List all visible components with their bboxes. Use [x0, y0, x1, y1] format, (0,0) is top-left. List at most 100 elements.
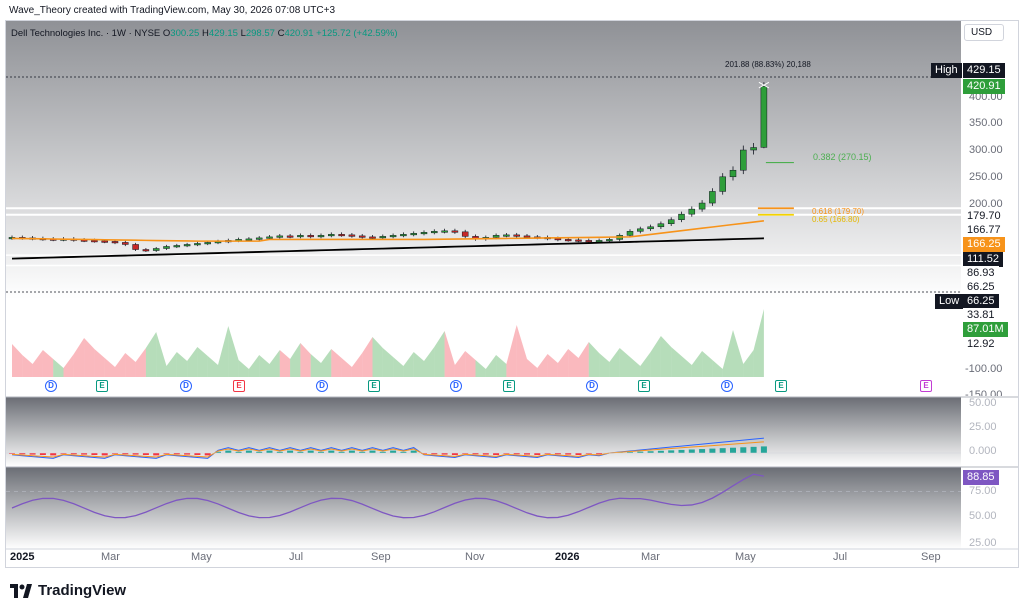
macd-histogram-bar — [318, 451, 324, 453]
macd-histogram-bar — [575, 453, 582, 455]
macd-histogram-bar — [328, 450, 335, 453]
volume-area — [279, 350, 291, 377]
tradingview-logo[interactable]: TradingView — [10, 582, 126, 599]
macd-tick: 0.000 — [969, 445, 997, 457]
volume-area — [527, 359, 538, 377]
volume-area — [403, 352, 414, 377]
volume-area — [578, 342, 589, 377]
macd-histogram-bar — [627, 452, 633, 453]
event-marker-e[interactable]: E — [638, 380, 650, 392]
price-tick: 200.00 — [969, 198, 1003, 210]
volume-area — [485, 355, 497, 377]
volume-area — [516, 325, 527, 377]
volume-area — [187, 347, 198, 377]
event-marker-d[interactable]: D — [180, 380, 192, 392]
event-marker-d[interactable]: D — [721, 380, 733, 392]
close-value: 420.91 — [284, 28, 314, 39]
macd-histogram-bar — [668, 450, 675, 453]
candle — [91, 240, 98, 243]
macd-histogram-bar — [390, 450, 397, 453]
brand-name: TradingView — [38, 582, 127, 599]
low-value-label: 66.25 — [963, 294, 999, 309]
event-marker-e[interactable]: E — [96, 380, 108, 392]
volume-area — [681, 356, 692, 377]
candle — [431, 231, 438, 234]
macd-histogram-bar — [225, 450, 232, 453]
time-tick: Nov — [465, 551, 485, 563]
volume-area — [382, 348, 394, 377]
ema-line — [11, 220, 764, 242]
rsi-tick: 25.00 — [969, 537, 997, 549]
volume-area — [145, 332, 157, 377]
candle — [740, 149, 747, 171]
event-marker-d[interactable]: D — [316, 380, 328, 392]
macd-histogram-bar — [163, 453, 170, 454]
volume-area — [115, 353, 126, 377]
volume-area — [32, 350, 43, 377]
macd-histogram-bar — [441, 453, 448, 455]
volume-area — [722, 330, 733, 377]
candle — [626, 231, 634, 236]
candle — [194, 243, 201, 246]
time-tick: May — [735, 551, 756, 563]
candle — [595, 240, 603, 243]
event-marker-e[interactable]: E — [920, 380, 932, 392]
fib-618-label: 0.618 (179.70) — [812, 207, 865, 216]
event-marker-d[interactable]: D — [450, 380, 462, 392]
macd-histogram-bar — [657, 450, 664, 453]
candle — [554, 238, 562, 241]
last-price-label: 420.91 — [963, 79, 1005, 94]
candle — [657, 223, 665, 228]
volume-area — [506, 325, 517, 377]
author-line: Wave_Theory created with TradingView.com… — [9, 5, 336, 16]
event-marker-e[interactable]: E — [368, 380, 380, 392]
macd-histogram-bar — [50, 453, 57, 456]
candle — [328, 234, 335, 237]
volume-area — [691, 351, 703, 377]
volume-area — [630, 357, 641, 377]
volume-area — [475, 360, 486, 377]
candle — [132, 244, 139, 250]
volume-area — [640, 352, 651, 377]
event-marker-e[interactable]: E — [775, 380, 787, 392]
event-marker-e[interactable]: E — [233, 380, 245, 392]
signal-line — [11, 441, 764, 458]
candle — [461, 231, 469, 237]
chart-canvas[interactable] — [6, 21, 1019, 568]
candle — [709, 191, 716, 204]
macd-histogram-bar — [493, 453, 500, 455]
tradingview-logo-icon — [10, 583, 32, 598]
macd-histogram-bar — [565, 453, 572, 455]
macd-histogram-bar — [112, 453, 118, 454]
volume-area — [218, 326, 229, 377]
macd-histogram-bar — [359, 451, 366, 453]
event-marker-d[interactable]: D — [45, 380, 57, 392]
candle — [420, 232, 428, 235]
time-tick: May — [191, 551, 212, 563]
macd-histogram-bar — [379, 451, 386, 453]
macd-histogram-bar — [297, 451, 304, 453]
candle — [451, 230, 459, 233]
volume-area — [84, 338, 95, 377]
event-marker-d[interactable]: D — [586, 380, 598, 392]
high-tag: High — [931, 63, 962, 78]
chart-area[interactable] — [5, 20, 1019, 568]
symbol-name: Dell Technologies Inc. · 1W · NYSE — [11, 28, 161, 39]
volume-area — [362, 337, 373, 377]
volume-area — [53, 359, 64, 377]
macd-histogram-bar — [503, 453, 510, 454]
volume-area — [444, 331, 455, 377]
time-tick: Sep — [921, 551, 941, 563]
candle — [369, 236, 376, 239]
level-label: 33.81 — [963, 308, 999, 323]
candle — [637, 228, 644, 232]
macd-histogram-bar — [472, 453, 479, 455]
currency-selector[interactable]: USD — [964, 24, 1004, 41]
macd-histogram-bar — [451, 453, 458, 455]
candle — [647, 226, 654, 230]
event-marker-e[interactable]: E — [503, 380, 515, 392]
volume-area — [207, 356, 218, 377]
sma-line — [11, 237, 764, 260]
candle — [585, 240, 593, 243]
volume-area — [125, 353, 136, 377]
